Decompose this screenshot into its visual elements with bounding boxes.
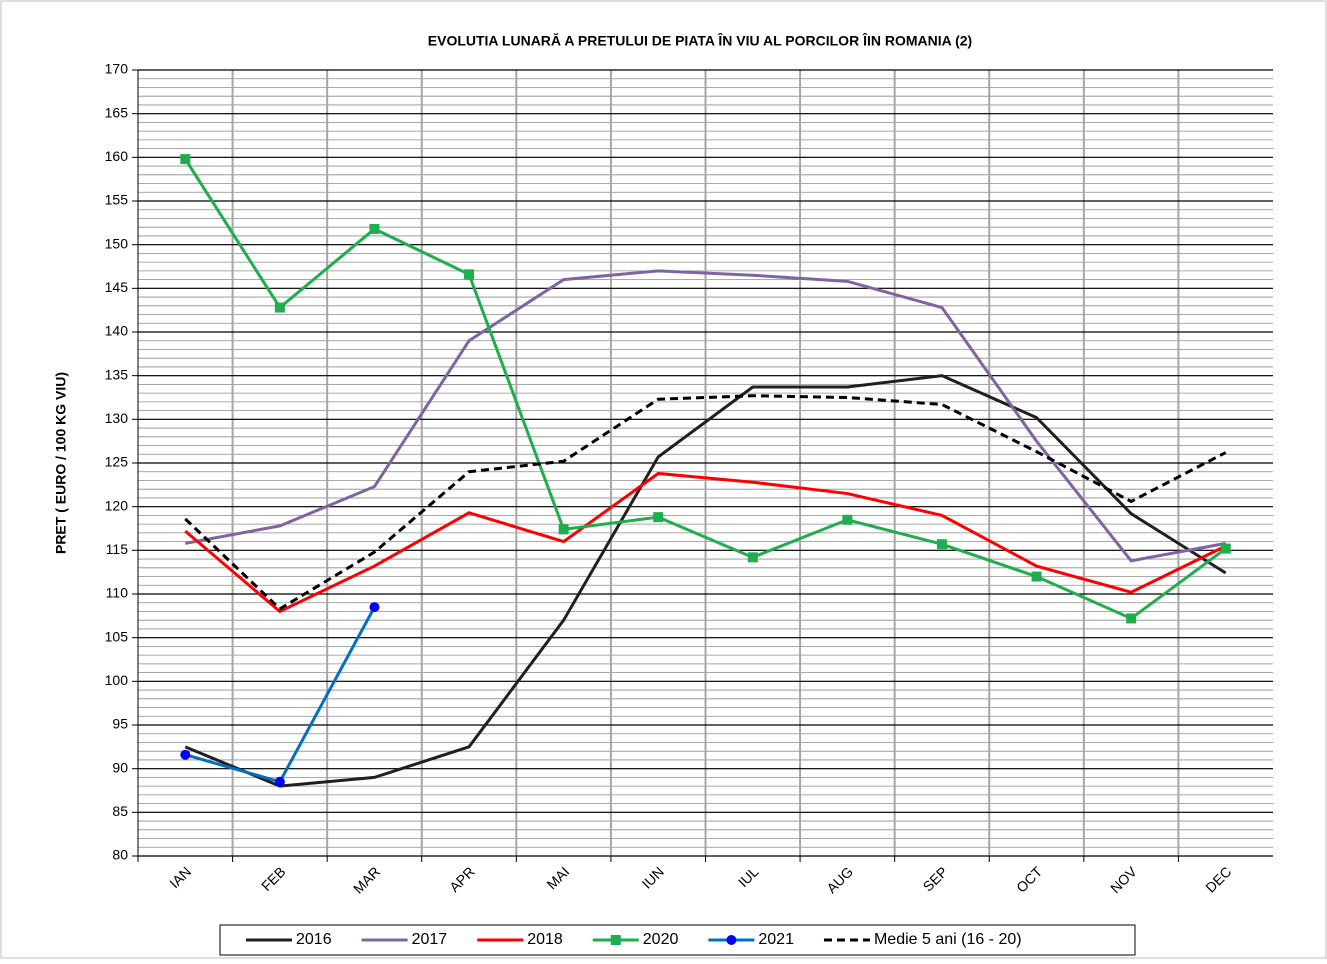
y-tick-label: 110 xyxy=(106,585,129,601)
y-tick-label: 150 xyxy=(105,235,129,251)
legend-label: 2021 xyxy=(758,931,794,948)
series-line xyxy=(184,471,1227,614)
y-tick-label: 90 xyxy=(112,759,128,775)
marker xyxy=(1220,543,1231,554)
marker xyxy=(369,223,380,234)
y-tick-label: 115 xyxy=(106,541,129,557)
y-tick-label: 165 xyxy=(105,104,129,120)
y-tick-label: 100 xyxy=(105,672,129,688)
legend-label: 2016 xyxy=(296,931,332,948)
y-tick-label: 155 xyxy=(105,192,129,208)
legend-label: 2020 xyxy=(643,931,679,948)
marker xyxy=(180,749,191,760)
marker xyxy=(653,512,664,523)
marker xyxy=(747,552,758,563)
legend-label: Medie 5 ani (16 - 20) xyxy=(874,931,1022,948)
legend-marker xyxy=(610,935,621,945)
marker xyxy=(274,302,285,313)
marker xyxy=(558,524,569,535)
marker xyxy=(180,154,191,165)
y-tick-label: 170 xyxy=(105,61,129,77)
y-tick-label: 105 xyxy=(105,628,129,644)
marker xyxy=(936,539,947,550)
y-tick-label: 80 xyxy=(112,847,128,863)
marker xyxy=(274,776,285,787)
marker xyxy=(464,269,475,280)
series-line xyxy=(184,374,1227,788)
y-axis-title: PRET ( EURO / 100 KG VIU) xyxy=(53,372,69,554)
chart-title: EVOLUTIA LUNARĂ A PRETULUI DE PIATA ÎN V… xyxy=(428,32,972,49)
y-tick-label: 140 xyxy=(105,323,129,339)
series-line xyxy=(184,394,1227,611)
legend-label: 2018 xyxy=(527,931,563,948)
marker xyxy=(1031,571,1042,582)
y-tick-label: 95 xyxy=(112,716,128,732)
marker xyxy=(842,514,853,525)
y-tick-label: 85 xyxy=(112,803,128,819)
y-tick-label: 120 xyxy=(105,497,129,513)
marker xyxy=(369,602,380,613)
marker xyxy=(1126,613,1137,624)
series-line xyxy=(184,158,1227,621)
legend-marker xyxy=(726,935,737,945)
legend-label: 2017 xyxy=(412,931,448,948)
y-tick-label: 145 xyxy=(105,279,129,295)
y-tick-label: 125 xyxy=(105,454,129,470)
y-tick-label: 130 xyxy=(105,410,129,426)
y-tick-label: 135 xyxy=(105,366,129,382)
y-tick-label: 160 xyxy=(105,148,129,164)
